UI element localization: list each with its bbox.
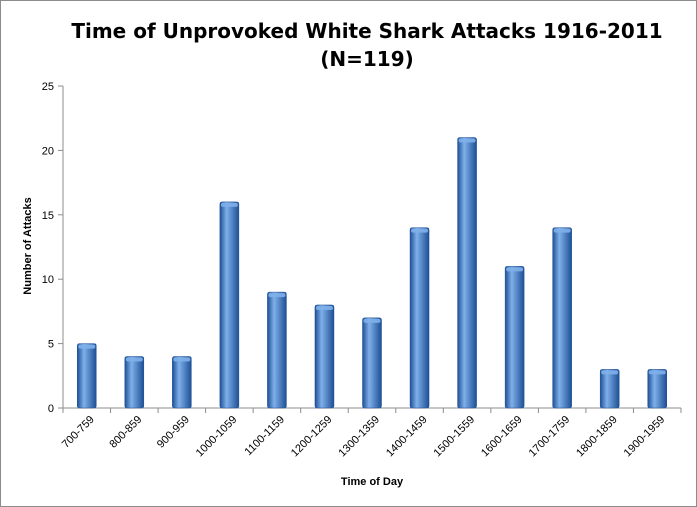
x-tick-label: 1300-1359 [336,414,382,460]
y-tick-label: 25 [42,81,54,93]
x-tick-label: 1500-1559 [432,414,478,460]
y-tick-label: 15 [42,210,54,222]
bar [172,356,192,409]
bar-cap [363,318,381,323]
x-axis: 700-759 800-859 900-959 1000-1059 1100-1159 1… [60,407,682,460]
x-tick-label: 1400-1459 [384,414,430,460]
y-axis-title: Number of Attacks [22,197,34,294]
bar-1200-1259 [314,304,335,409]
y-tick-label: 10 [42,274,54,286]
bar [219,201,240,409]
bar-1600-1659 [504,266,525,409]
bar-1500-1559 [457,137,477,409]
bar [267,291,287,409]
bar-cap [458,138,476,143]
chart-subtitle: (N=119) [320,47,414,71]
bar-cap [268,293,286,298]
x-tick-label: 1000-1059 [194,414,240,460]
bar [504,266,525,409]
y-axis: 0 5 10 15 20 25 [42,81,64,415]
bar-cap [125,357,143,362]
x-tick-label: 1800-1859 [574,414,620,460]
bar [457,137,477,409]
x-axis-title: Time of Day [341,476,404,488]
bar-cap [315,305,333,310]
bar-1100-1159 [267,291,287,409]
bar-1000-1059 [219,201,240,409]
bar [647,369,667,409]
bar-700-759 [77,343,97,409]
chart-title: Time of Unprovoked White Shark Attacks 1… [71,19,662,43]
bar-cap [601,370,619,375]
bar-cap [173,357,191,362]
x-tick-label: 1200-1259 [289,414,335,460]
bar-1700-1759 [552,227,572,409]
bar [552,227,572,409]
bar [362,317,382,409]
y-tick-label: 0 [48,403,54,415]
bar-900-959 [172,356,192,409]
bar-cap [78,344,96,349]
bar-cap [553,228,571,233]
bar-cap [220,202,238,207]
bar-1300-1359 [362,317,382,409]
bar-1900-1959 [647,369,667,409]
bar-cap [411,228,429,233]
bar [124,356,145,409]
bar [409,227,430,409]
bar [314,304,335,409]
bar-800-859 [124,356,145,409]
y-tick-label: 5 [48,339,54,351]
bar-1800-1859 [599,369,620,409]
bar-cap [648,370,666,375]
x-tick-label: 1900-1959 [622,414,668,460]
x-tick-label: 700-759 [60,414,97,451]
y-tick-label: 20 [42,145,54,157]
x-tick-label: 1700-1759 [527,414,573,460]
x-tick-label: 1600-1659 [479,414,525,460]
bar-1400-1459 [409,227,430,409]
x-tick-label: 900-959 [155,414,192,451]
x-tick-label: 800-859 [107,414,144,451]
bar [77,343,97,409]
bars [77,137,667,409]
bar [599,369,620,409]
x-tick-label: 1100-1159 [243,414,288,459]
bar-cap [506,267,524,272]
